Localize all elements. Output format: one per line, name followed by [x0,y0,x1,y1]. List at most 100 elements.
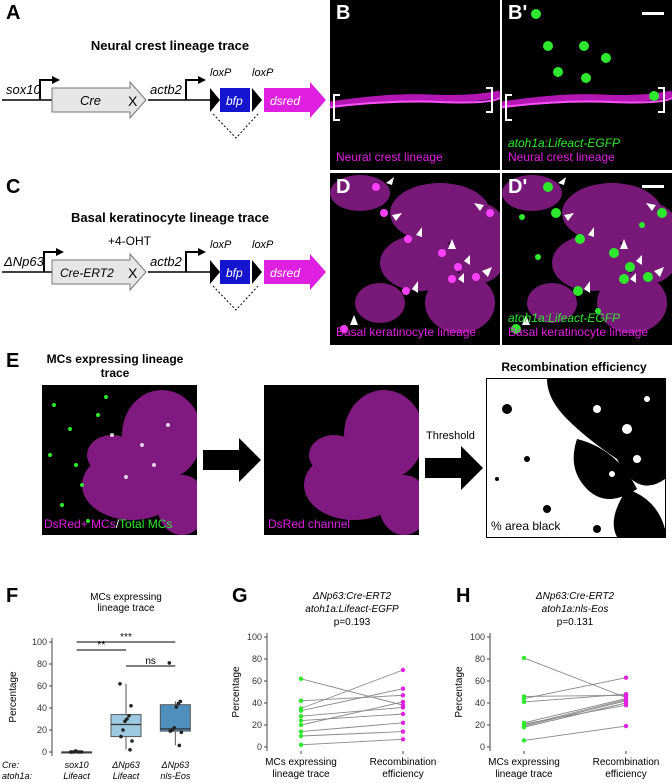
chart-f-row-label-cre: Cre: [2,760,20,770]
chart-f-xlabel-line1: ΔNp63 [161,760,190,770]
chart-g-pair-line [300,722,404,733]
chart-h-ytick-label: 80 [475,654,485,664]
micrograph-b-prime: atoh1a:Lifeact-EGFP Neural crest lineage [502,0,672,170]
panel-a-reporter: actb2 [150,82,183,97]
promoter-arrowhead [198,248,206,256]
chart-f-point [174,705,179,709]
threshold-image: % area black [486,378,666,538]
micrograph-b-prime-caption-green: atoh1a:Lifeact-EGFP [508,136,621,150]
micrograph-e-dsred-image [304,390,419,535]
chart-f-ytick-label: 100 [32,637,47,647]
chart-h-point-right [623,703,629,708]
panel-c-loxp-1: loxP [210,239,232,251]
micrograph-b-image [330,87,500,121]
chart-h-pair-line [523,698,627,724]
micrograph-e-merged: DsRed+ MCs/Total MCs [42,385,197,535]
chart-g-point-left [298,714,304,719]
chart-g-point-right [400,737,406,742]
panel-label-b-prime: B' [508,2,528,24]
chart-g-point-right [400,693,406,698]
chart-g-point-left [298,729,304,734]
dsred-gene-arrow [264,82,326,118]
chart-f-point [118,682,122,686]
chart-g-ytick-label: 60 [252,676,262,686]
chart-g-pair-line [300,706,404,717]
chart-g-pair-line [300,688,404,712]
chart-h-ytick-label: 0 [480,742,485,752]
chart-h-ylabel: Percentage [454,666,465,718]
chart-f-point [129,704,133,708]
chart-h-pvalue: p=0.131 [557,617,594,628]
chart-g-point-right [400,711,406,717]
chart-g-point-left [298,698,304,703]
chart-h-xlabel-line2: lineage trace [495,769,553,780]
loxp-site-2 [252,88,262,112]
excision-dotted-line [212,113,259,139]
chart-h-pair-line [523,702,627,728]
promoter-arrowhead [56,248,64,256]
chart-g-point-right [400,705,406,710]
panel-e-title-right: Recombination efficiency [501,360,647,374]
panel-label-a: A [6,2,21,24]
chart-h-xlabel-line1: MCs expressing [488,757,560,768]
chart-f-sig-label: *** [120,632,132,643]
chart-f-ytick-label: 40 [37,703,47,713]
chart-g-ytick-label: 40 [252,698,262,708]
micrograph-d-prime-image [502,175,672,334]
chart-h-subtitle: atoh1a:nls-Eos [542,604,609,615]
panel-a-loxp-1: loxP [210,67,232,79]
micrograph-d: Basal keratinocyte lineage [330,173,500,345]
chart-f-ytick-label: 80 [37,659,47,669]
promoter-arrow [185,79,198,100]
micrograph-b: Neural crest lineage [330,0,500,170]
micrograph-d-prime: atoh1a:Lifeact-EGFP Basal keratinocyte l… [502,173,672,345]
chart-g-ytick-label: 100 [247,632,262,642]
chart-g-point-left [298,733,304,739]
caption-separator: / [115,517,120,531]
chart-g-pair-line [300,738,404,746]
chart-f-ytick-label: 0 [42,747,47,757]
panel-label-g: G [232,585,248,607]
chart-h-point-left [521,738,527,743]
micrograph-b-caption: Neural crest lineage [336,150,443,164]
chart-g-pair-line [300,731,404,737]
chart-g-point-right [400,667,406,673]
chart-h-point-left [521,655,527,661]
chart-g-pvalue: p=0.193 [334,617,371,628]
chart-g-subtitle: atoh1a:Lifeact-EGFP [305,604,399,615]
chart-f-xlabel-line2: Lifeact [113,771,140,781]
promoter-arrow [185,251,198,272]
caption-total-mcs: Total MCs [119,517,173,531]
loxp-site-1 [210,88,220,112]
panel-label-h: H [456,585,471,607]
arrow-right-1 [203,438,261,482]
chart-g-ytick-label: 20 [252,720,262,730]
chart-f-sig-label: ns [145,656,156,667]
right-bracket [658,87,665,113]
chart-f-point [130,739,134,743]
micrograph-d-image [330,175,500,333]
panel-a-cre: Cre [80,93,101,108]
chart-h-ytick-label: 100 [470,632,485,642]
chart-g-point-right [400,720,406,725]
chart-g-pair-line [300,669,404,709]
chart-f-box [110,714,142,738]
chart-g-title: ΔNp63:Cre-ERT2 [312,591,392,602]
scale-bar [642,185,664,188]
chart-f-xlabel-line1: ΔNp63 [111,760,140,770]
threshold-label: Threshold [426,430,475,442]
panel-c-dsred: dsred [270,266,300,280]
micrograph-e-dsred: DsRed channel [264,385,419,535]
chart-h-title: ΔNp63:Cre-ERT2 [535,591,615,602]
chart-h-point-left [521,721,527,727]
chart-g-xlabel-line1: MCs expressing [265,757,337,768]
chart-h-ytick-label: 60 [475,676,485,686]
caption-dsred-mcs: DsRed+ MCs [44,517,116,531]
panel-label-d: D [336,176,351,198]
bfp-box [220,88,250,112]
chart-f-xlabel-line2: Lifeact [63,771,90,781]
chart-h-ytick-label: 20 [475,720,485,730]
panel-c-title: Basal keratinocyte lineage trace [71,210,269,225]
panel-label-e: E [6,350,20,372]
